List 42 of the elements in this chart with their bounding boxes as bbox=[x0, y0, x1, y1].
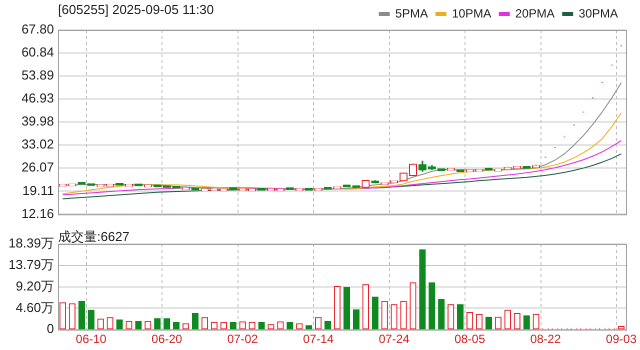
x-tick-label: 06-10 bbox=[76, 332, 107, 346]
x-tick-label: 08-22 bbox=[530, 332, 562, 346]
y-tick-label: 18.39万 bbox=[8, 236, 54, 251]
bar bbox=[457, 304, 464, 330]
bar bbox=[164, 318, 170, 330]
bar bbox=[438, 299, 445, 330]
x-tick-label: 07-24 bbox=[378, 332, 410, 346]
y-tick-label: 13.79万 bbox=[8, 256, 54, 272]
y-tick-label: 46.93 bbox=[21, 90, 54, 106]
chart-title: [605255] 2025-09-05 11:30 bbox=[58, 2, 214, 17]
y-tick-label: 9.20万 bbox=[16, 278, 54, 294]
x-tick-label: 06-20 bbox=[152, 332, 183, 346]
bar bbox=[419, 249, 426, 330]
bar bbox=[485, 316, 492, 330]
y-tick-label: 19.11 bbox=[22, 182, 54, 198]
bar bbox=[192, 312, 199, 330]
bar bbox=[352, 309, 360, 330]
bar bbox=[428, 282, 436, 330]
y-tick-label: 4.60万 bbox=[16, 300, 54, 315]
legend-label: 10PMA bbox=[452, 6, 492, 20]
chart-title: 成交量:6627 bbox=[58, 228, 130, 246]
y-tick-label: 60.84 bbox=[21, 44, 54, 60]
y-tick-label: 53.89 bbox=[21, 68, 54, 83]
bar bbox=[78, 300, 85, 330]
bar bbox=[523, 315, 530, 330]
legend-label: 30PMA bbox=[578, 6, 618, 20]
bar bbox=[154, 318, 161, 330]
y-tick-label: 26.07 bbox=[21, 160, 54, 175]
y-tick-label: 39.98 bbox=[21, 114, 54, 129]
y-tick-label: 33.02 bbox=[21, 136, 54, 152]
legend-label: 5PMA bbox=[395, 6, 428, 20]
bar bbox=[88, 310, 94, 330]
bar bbox=[372, 296, 378, 330]
x-tick-label: 09-03 bbox=[606, 332, 637, 346]
legend-label: 20PMA bbox=[515, 6, 555, 20]
x-tick-label: 08-05 bbox=[454, 332, 486, 346]
x-tick-label: 07-02 bbox=[227, 332, 258, 346]
y-tick-label: 12.16 bbox=[21, 206, 54, 221]
x-tick-label: 07-14 bbox=[302, 332, 334, 346]
y-tick-label: 67.80 bbox=[21, 22, 54, 37]
y-tick-label: 0 bbox=[46, 321, 54, 336]
bar bbox=[343, 286, 350, 330]
